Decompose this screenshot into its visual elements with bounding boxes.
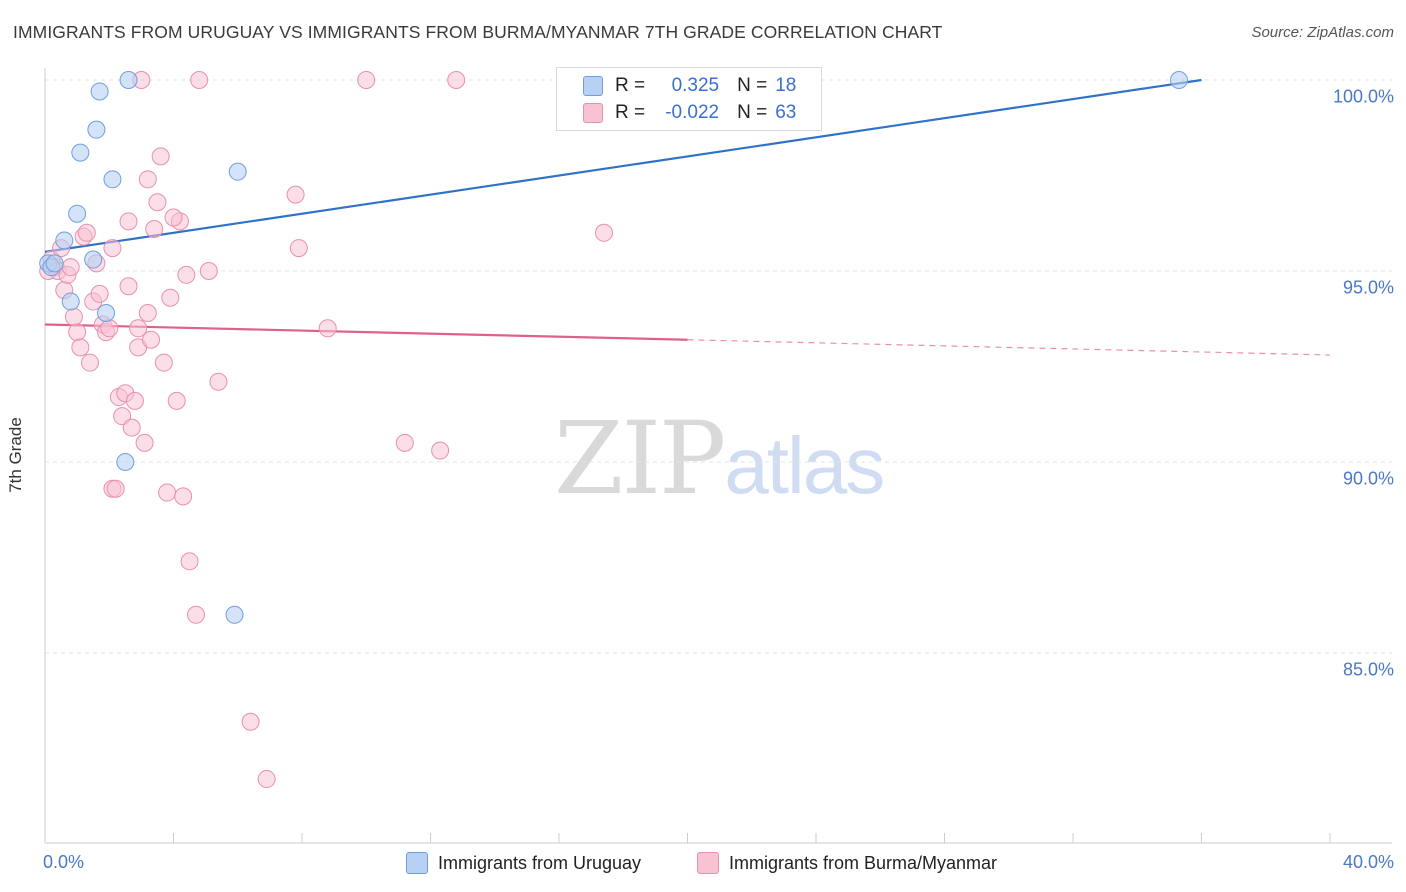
data-point-burma (395, 433, 414, 452)
watermark-zip: ZIP (554, 400, 726, 517)
y-tick-label-90: 90.0% (1342, 468, 1394, 489)
data-point-burma (594, 223, 613, 242)
data-point-burma (61, 258, 80, 277)
legend-n-label: N = (737, 102, 768, 123)
data-point-burma (100, 319, 119, 338)
correlation-legend: R = 0.325 N = 18 R = -0.022 N = 63 (556, 67, 822, 131)
data-point-burma (129, 319, 148, 338)
legend-swatch-burma (583, 103, 603, 123)
data-point-burma (177, 265, 196, 284)
data-point-burma (447, 71, 466, 89)
data-point-burma (357, 71, 376, 89)
legend-swatch-uruguay (583, 76, 603, 96)
data-point-burma (151, 147, 170, 166)
data-point-burma (154, 353, 173, 372)
data-point-uruguay (228, 162, 247, 181)
data-point-burma (164, 208, 183, 227)
data-point-burma (161, 288, 180, 307)
data-point-uruguay (55, 231, 74, 250)
data-point-burma (119, 212, 138, 231)
x-tick-label-min: 0.0% (43, 852, 85, 872)
data-point-burma (318, 319, 337, 338)
series-label-uruguay: Immigrants from Uruguay (438, 852, 642, 873)
data-point-burma (135, 433, 154, 452)
trend-line-burma-extrapolated (687, 339, 1331, 356)
data-point-burma (145, 219, 164, 238)
chart-title: IMMIGRANTS FROM URUGUAY VS IMMIGRANTS FR… (13, 22, 943, 42)
data-point-burma (142, 330, 161, 349)
data-points (39, 71, 1189, 789)
data-point-burma (68, 323, 87, 342)
data-point-burma (64, 307, 83, 326)
data-point-burma (80, 353, 99, 372)
trend-line-uruguay (44, 78, 1202, 253)
grid-lines (45, 79, 1392, 654)
data-point-uruguay (45, 254, 64, 273)
data-point-burma (199, 262, 218, 280)
data-point-burma (174, 487, 193, 506)
legend-row-burma: R = -0.022 N = 63 (557, 100, 796, 126)
zipatlas-watermark: ZIPatlas (554, 400, 885, 517)
data-point-burma (138, 170, 157, 189)
data-point-burma (158, 483, 177, 502)
data-point-uruguay (116, 453, 135, 471)
data-point-burma (90, 284, 109, 303)
data-point-uruguay (97, 304, 116, 323)
data-point-burma (71, 338, 90, 357)
data-point-uruguay (1170, 71, 1189, 89)
data-point-uruguay (68, 204, 87, 223)
data-point-burma (257, 770, 276, 789)
y-tick-label-95: 95.0% (1342, 277, 1394, 298)
data-point-burma (148, 193, 167, 212)
data-point-uruguay (90, 82, 109, 101)
data-point-burma (180, 552, 199, 571)
series-legend-burma: Immigrants from Burma/Myanmar (697, 852, 997, 874)
data-point-burma (122, 418, 141, 437)
legend-r-label: R = (615, 75, 646, 96)
series-swatch-uruguay (406, 852, 428, 874)
data-point-burma (167, 391, 186, 410)
data-point-uruguay (61, 292, 80, 311)
trend-line-burma (44, 323, 688, 341)
y-axis-label: 7th Grade (6, 417, 25, 493)
legend-r-label: R = (615, 102, 646, 123)
legend-row-uruguay: R = 0.325 N = 18 (557, 73, 796, 99)
series-swatch-burma (697, 852, 719, 874)
series-legend-uruguay: Immigrants from Uruguay (406, 852, 641, 874)
trend-lines (44, 78, 1331, 356)
watermark-atlas: atlas (724, 421, 885, 510)
legend-n-label: N = (737, 75, 768, 96)
data-point-burma (241, 712, 260, 731)
data-point-burma (190, 71, 209, 89)
data-point-burma (103, 239, 122, 258)
y-tick-label-85: 85.0% (1342, 659, 1394, 680)
data-point-burma (125, 391, 144, 410)
data-point-burma (77, 223, 96, 242)
data-point-burma (119, 277, 138, 296)
data-point-uruguay (103, 170, 122, 189)
legend-n-value-burma: 63 (775, 102, 797, 123)
data-point-uruguay (87, 120, 106, 139)
data-point-uruguay (84, 250, 103, 269)
x-tick-label-max: 40.0% (1342, 852, 1394, 872)
axes (44, 68, 1392, 844)
data-point-burma (289, 239, 308, 258)
data-point-uruguay (119, 71, 138, 89)
data-point-uruguay (225, 605, 244, 624)
data-point-burma (186, 605, 205, 624)
data-point-burma (209, 372, 228, 391)
legend-r-value-uruguay: 0.325 (671, 75, 720, 96)
legend-r-value-burma: -0.022 (665, 102, 720, 123)
data-point-burma (113, 407, 132, 426)
data-point-uruguay (71, 143, 90, 162)
legend-n-value-uruguay: 18 (775, 75, 797, 96)
data-point-burma (106, 479, 125, 498)
data-point-burma (286, 185, 305, 204)
data-point-burma (431, 441, 450, 460)
source-attribution: Source: ZipAtlas.com (1251, 24, 1394, 41)
y-tick-label-100: 100.0% (1332, 86, 1394, 107)
series-label-burma: Immigrants from Burma/Myanmar (729, 852, 998, 873)
data-point-burma (138, 304, 157, 323)
